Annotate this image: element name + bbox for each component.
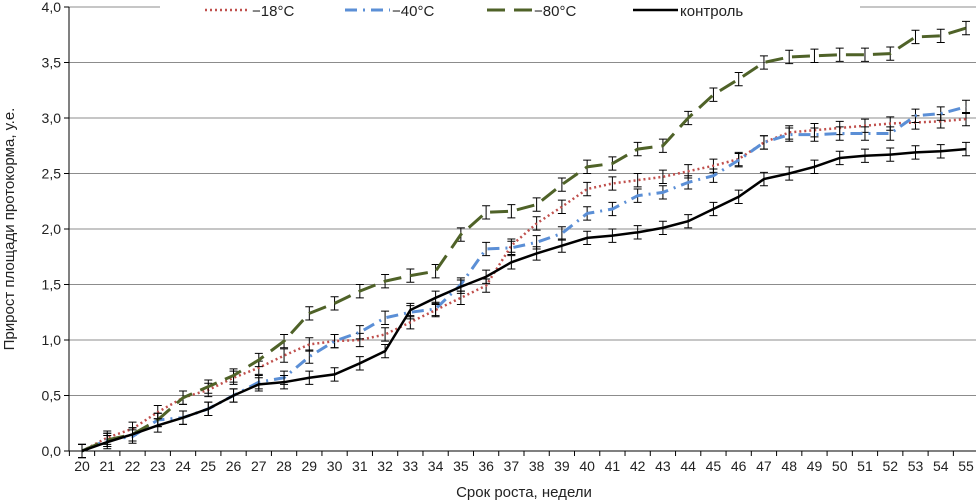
x-tick-label: 39: [554, 458, 570, 474]
x-tick-label: 53: [908, 458, 924, 474]
x-tick-label: 25: [200, 458, 216, 474]
x-tick-label: 28: [276, 458, 292, 474]
y-tick-label: 4,0: [42, 0, 62, 15]
x-tick-label: 45: [706, 458, 722, 474]
legend-label: контроль: [680, 3, 743, 20]
x-tick-label: 20: [74, 458, 90, 474]
series-line: [81, 117, 967, 453]
x-tick-label: 46: [731, 458, 747, 474]
y-tick-label: 2,5: [42, 166, 62, 182]
legend-background: [160, 0, 860, 18]
x-axis-label: Срок роста, недели: [456, 484, 592, 501]
x-tick-label: 42: [630, 458, 646, 474]
x-tick-label: 32: [377, 458, 393, 474]
y-tick-label: 1,5: [42, 277, 62, 293]
legend-label: −40°C: [392, 3, 434, 20]
x-tick-label: 54: [933, 458, 949, 474]
legend-label: −18°C: [252, 3, 294, 20]
x-tick-label: 34: [428, 458, 444, 474]
x-tick-label: 24: [175, 458, 191, 474]
y-tick-label: 0,5: [42, 388, 62, 404]
series-line: [81, 105, 967, 453]
x-tick-label: 43: [655, 458, 671, 474]
x-tick-label: 41: [605, 458, 621, 474]
x-tick-label: 22: [125, 458, 141, 474]
y-tick-label: 3,0: [42, 110, 62, 126]
y-tick-label: 0,0: [42, 443, 62, 459]
x-tick-label: 31: [352, 458, 368, 474]
x-tick-label: 23: [150, 458, 166, 474]
series-1: [78, 99, 970, 459]
x-tick-label: 40: [579, 458, 595, 474]
x-tick-label: 47: [756, 458, 772, 474]
x-tick-label: 49: [807, 458, 823, 474]
series-2: [78, 20, 970, 459]
x-tick-label: 35: [453, 458, 469, 474]
series-3: [78, 141, 970, 459]
x-tick-label: 33: [403, 458, 419, 474]
y-tick-label: 2,0: [42, 221, 62, 237]
y-axis-label: Прирост площади протокорма, у.е.: [1, 108, 18, 351]
x-tick-label: 36: [478, 458, 494, 474]
x-tick-label: 27: [251, 458, 267, 474]
x-tick-label: 26: [226, 458, 242, 474]
y-tick-label: 1,0: [42, 332, 62, 348]
x-tick-label: 48: [781, 458, 797, 474]
series-line: [81, 147, 967, 453]
x-tick-label: 44: [680, 458, 696, 474]
x-tick-label: 21: [99, 458, 115, 474]
x-tick-label: 55: [958, 458, 974, 474]
series-line: [81, 26, 967, 453]
legend-label: −80°C: [534, 3, 576, 20]
x-tick-label: 37: [504, 458, 520, 474]
x-tick-label: 52: [882, 458, 898, 474]
y-tick-label: 3,5: [42, 55, 62, 71]
x-tick-label: 50: [832, 458, 848, 474]
x-tick-label: 29: [302, 458, 318, 474]
x-tick-label: 51: [857, 458, 873, 474]
x-tick-label: 30: [327, 458, 343, 474]
x-tick-label: 38: [529, 458, 545, 474]
